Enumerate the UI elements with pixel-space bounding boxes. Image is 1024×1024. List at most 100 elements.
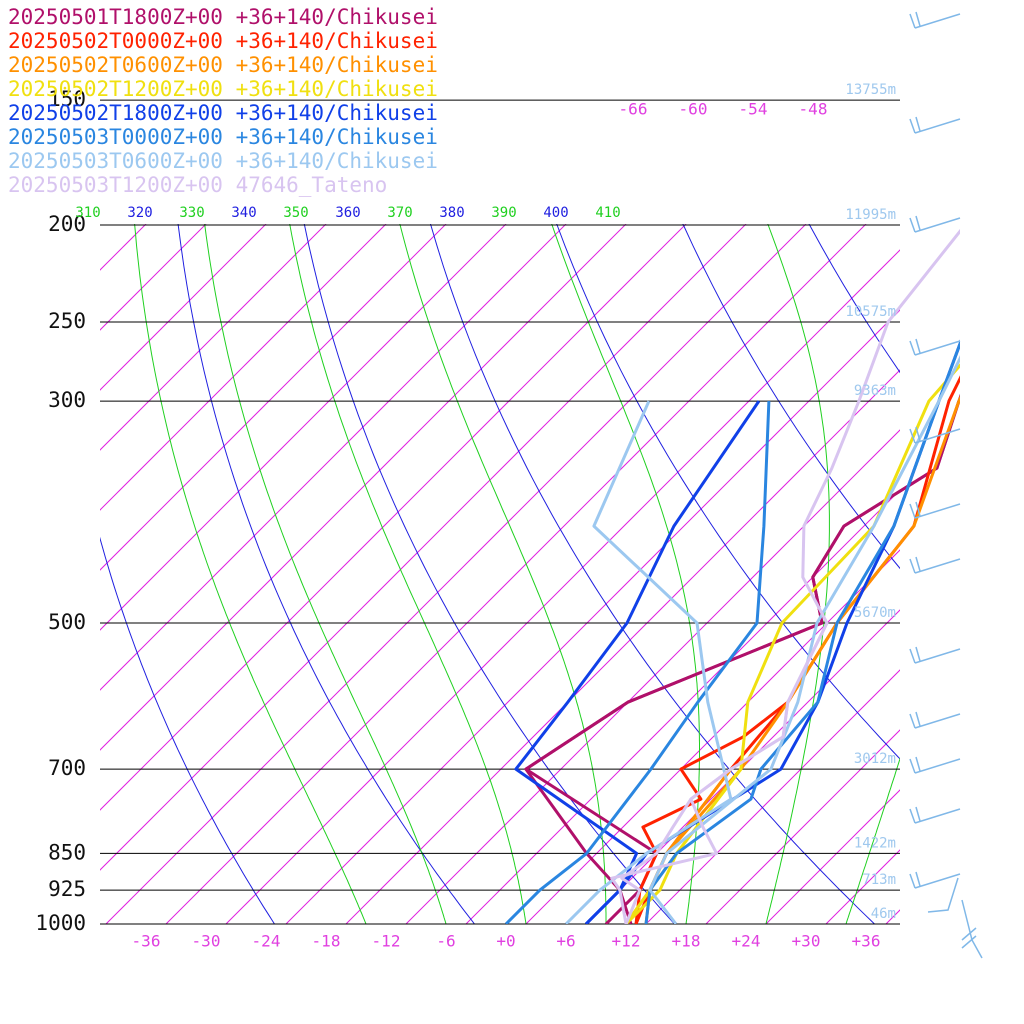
isotherm-line <box>465 489 900 924</box>
legend-entry-2: 20250502T0000Z+00 +36+140/Chikusei <box>8 29 438 53</box>
pressure-label: 1000 <box>35 911 86 935</box>
isotherm-line <box>225 249 900 924</box>
theta-label: 390 <box>491 205 516 221</box>
pressure-label: 925 <box>48 877 86 901</box>
moist-adiabat-line <box>845 757 900 924</box>
legend-entry-6: 20250503T0000Z+00 +36+140/Chikusei <box>8 125 438 149</box>
temperature-tick-label: +18 <box>672 932 701 951</box>
moist-adiabat-line <box>289 224 527 924</box>
dewpoint-profile-7 <box>564 400 733 924</box>
isotherm-line <box>100 224 267 391</box>
wind-barb <box>909 503 916 519</box>
pressure-label: 250 <box>48 309 86 333</box>
isotherm-label: -48 <box>799 100 828 119</box>
pressure-label: 500 <box>48 610 86 634</box>
wind-barb <box>915 556 921 572</box>
wind-barb <box>914 758 961 774</box>
height-label: 713m <box>862 872 896 888</box>
temperature-tick-label: -6 <box>436 932 455 951</box>
theta-label: 340 <box>231 205 256 221</box>
wind-barb <box>909 713 916 729</box>
height-label: 13755m <box>845 82 896 98</box>
isotherm-line <box>100 224 327 451</box>
isotherm-line <box>0 224 26 924</box>
theta-label: 350 <box>283 205 308 221</box>
legend-entry-4: 20250502T1200Z+00 +36+140/Chikusei <box>8 77 438 101</box>
theta-label: 400 <box>543 205 568 221</box>
temperature-tick-label: -30 <box>192 932 221 951</box>
wind-barb <box>909 340 916 356</box>
height-label: 3012m <box>854 751 896 767</box>
axis-labels: 100150200250300500700850925100016275m137… <box>35 82 896 951</box>
wind-barb <box>915 806 921 822</box>
temperature-tick-label: +30 <box>792 932 821 951</box>
isotherm-line <box>100 224 687 811</box>
temperature-profile-6 <box>644 339 960 924</box>
wind-barb <box>909 217 916 233</box>
isotherm-line <box>100 224 747 871</box>
isotherm-label: -54 <box>739 100 768 119</box>
temperature-profile-8 <box>610 228 960 924</box>
temperature-tick-label: -18 <box>312 932 341 951</box>
wind-barb <box>915 426 921 442</box>
dry-adiabat-line <box>808 224 900 374</box>
wind-barb <box>909 118 916 134</box>
isotherm-line <box>345 369 900 924</box>
wind-barb <box>915 11 921 27</box>
theta-label: 370 <box>387 205 412 221</box>
pressure-label: 700 <box>48 756 86 780</box>
height-label: 5670m <box>854 605 896 621</box>
legend-entry-7: 20250503T0600Z+00 +36+140/Chikusei <box>8 149 438 173</box>
wind-barb <box>915 756 921 772</box>
temperature-tick-label: +0 <box>496 932 515 951</box>
isotherm-line <box>100 224 447 571</box>
isotherm-label: -66 <box>619 100 648 119</box>
theta-label: 380 <box>439 205 464 221</box>
wind-barb <box>914 648 961 664</box>
dewpoint-profile-6 <box>504 401 771 924</box>
wind-barb <box>915 646 921 662</box>
height-label: 10575m <box>845 304 896 320</box>
wind-barb <box>909 758 916 774</box>
wind-barb <box>909 13 916 29</box>
theta-label: 360 <box>335 205 360 221</box>
isotherm-line <box>100 224 627 751</box>
wind-barb <box>914 808 961 824</box>
pressure-label: 200 <box>48 212 86 236</box>
wind-barb <box>914 13 961 29</box>
wind-barb <box>914 713 961 729</box>
pressure-label: 850 <box>48 840 86 864</box>
isotherm-line <box>165 224 867 924</box>
wind-barb <box>909 648 916 664</box>
theta-label: 330 <box>179 205 204 221</box>
isotherm-line <box>100 224 387 511</box>
wind-barb <box>961 899 983 959</box>
wind-barb <box>914 217 961 233</box>
isobars <box>100 99 900 925</box>
temperature-tick-label: +6 <box>556 932 575 951</box>
moist-adiabat-line <box>765 224 830 924</box>
height-label: 11995m <box>845 207 896 223</box>
legend: 20250501T1800Z+00 +36+140/Chikusei202505… <box>8 5 438 197</box>
temperature-profile-3 <box>644 395 960 924</box>
temperature-profile-5 <box>584 339 960 924</box>
theta-label: 310 <box>75 205 100 221</box>
wind-barb <box>909 873 916 889</box>
moist-adiabat-line <box>399 224 607 924</box>
moist-adiabat-line <box>204 224 447 924</box>
wind-barb <box>915 871 921 887</box>
temperature-tick-label: +36 <box>852 932 881 951</box>
wind-barb <box>909 428 916 444</box>
wind-barb <box>909 808 916 824</box>
moist-adiabat-line <box>551 224 700 924</box>
wind-barb <box>915 711 921 727</box>
temperature-tick-label: +24 <box>732 932 761 951</box>
wind-barb <box>915 501 921 517</box>
wind-barb <box>961 935 977 949</box>
dry-adiabat-line <box>556 224 900 760</box>
legend-entry-3: 20250502T0600Z+00 +36+140/Chikusei <box>8 53 438 77</box>
theta-label: 320 <box>127 205 152 221</box>
wind-barb <box>914 428 961 444</box>
wind-barb <box>915 338 921 354</box>
